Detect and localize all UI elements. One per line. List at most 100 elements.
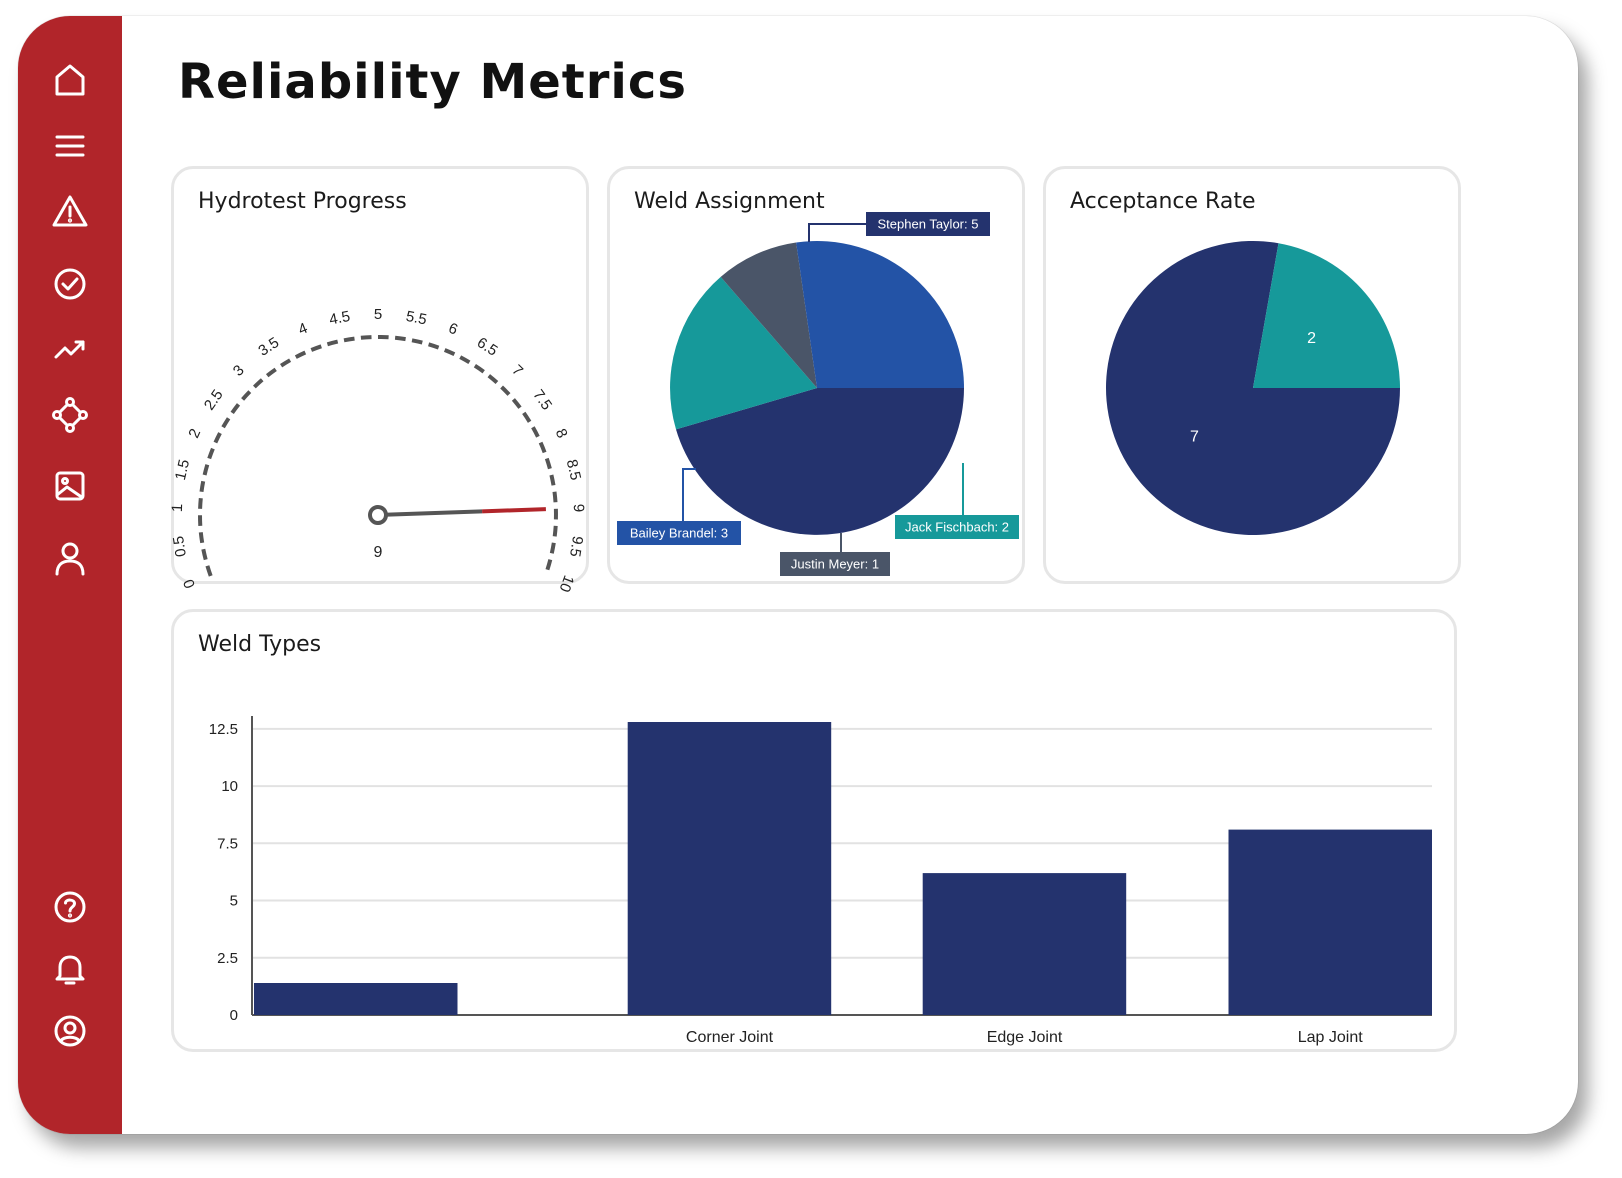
pie-slice-label: Jack Fischbach: 2 <box>905 519 1009 534</box>
gauge-tick-label: 4 <box>296 320 310 339</box>
gauge-arc-segment <box>443 348 456 357</box>
user-icon[interactable] <box>50 538 90 578</box>
callout-line <box>808 223 866 242</box>
network-icon[interactable] <box>50 395 90 435</box>
callout-box <box>895 515 1019 539</box>
callout-box <box>866 212 990 236</box>
gauge-tick-label: 10 <box>556 573 578 594</box>
y-tick-label: 7.5 <box>217 835 238 852</box>
y-tick-label: 2.5 <box>217 950 238 967</box>
callout-line <box>682 468 696 521</box>
bar <box>922 873 1127 1015</box>
gauge-arc-segment <box>201 548 208 561</box>
weld-assignment-title: Weld Assignment <box>634 189 825 214</box>
gauge-arc-segment <box>230 403 241 415</box>
gauge-hub <box>368 505 388 525</box>
pie-slice <box>676 388 964 535</box>
weld-assignment-card: Weld Assignment Stephen Taylor: 5 Jack Fi… <box>607 166 1025 584</box>
weld-assignment-pie: Stephen Taylor: 5 Jack Fischbach: 2 Justin… <box>617 212 1019 576</box>
gauge-tick-label: 4.5 <box>328 308 352 329</box>
bar <box>627 722 832 1015</box>
pie-slice-label: Justin Meyer: 1 <box>791 556 879 571</box>
gauge-tick-label: 3 <box>230 362 248 380</box>
pie-slice <box>670 276 817 430</box>
weld-types-bar-chart: 0 2.5 5 7.5 10 12.5 Corner Joint Edge Joint Lap … <box>209 716 1432 1046</box>
alert-icon[interactable] <box>50 192 90 232</box>
y-tick-label: 12.5 <box>209 721 238 738</box>
gauge-arc-segment <box>294 350 307 359</box>
gauge-arc-segment <box>265 367 277 378</box>
gauge-arc-segment <box>198 532 205 544</box>
gauge-arc-segment <box>522 411 532 423</box>
gauge-tick-label: 3.5 <box>255 334 282 360</box>
gauge-tick-label: 0.5 <box>170 535 190 558</box>
weld-types-title: Weld Types <box>198 632 322 657</box>
hydrotest-gauge: 0 0.5 1 1.5 2 2.53 3.5 4 4.5 5 5.5 6 6.5 77.5 8 8.5 9 9.5… <box>169 306 587 594</box>
gauge-arc-segment <box>538 441 547 454</box>
pie-slice <box>1106 240 1400 535</box>
gauge-value-label: 9 <box>374 544 383 561</box>
gauge-arc-segment <box>199 480 206 493</box>
gauge-arc-segment <box>549 542 556 554</box>
weld-types-card: Weld Types 0 2.5 5 7.5 10 12.5 Corner Joint Edg… <box>171 609 1457 1052</box>
gauge-arc-segment <box>310 344 322 352</box>
account-icon[interactable] <box>50 1011 90 1051</box>
gauge-arc-segment <box>326 339 339 347</box>
gauge-tick-label: 5.5 <box>404 308 428 329</box>
trending-icon[interactable] <box>50 329 90 369</box>
acceptance-rate-pie: 72 <box>1106 240 1400 535</box>
gauge-tick-label: 1.5 <box>172 458 193 482</box>
help-icon[interactable] <box>50 887 90 927</box>
gauge-arc-segment <box>213 432 222 444</box>
gauge-needle-tip <box>482 507 546 514</box>
bell-icon[interactable] <box>50 949 90 989</box>
gauge-arc-segment <box>545 559 553 571</box>
pie-slice-label: 2 <box>1307 330 1316 347</box>
gauge-tick-label: 1 <box>169 504 186 513</box>
gauge-arc-segment <box>207 447 215 460</box>
gauge-arc-segment <box>552 525 558 537</box>
gauge-tick-label: 6.5 <box>474 334 501 360</box>
gauge-arc-segment <box>549 474 556 486</box>
x-tick-label: Edge Joint <box>987 1029 1063 1046</box>
y-tick-label: 0 <box>230 1007 238 1024</box>
callout-box <box>617 521 741 545</box>
gauge-tick-label: 6 <box>446 320 460 339</box>
menu-icon[interactable] <box>50 126 90 166</box>
gauge-arc-segment <box>198 498 203 509</box>
sidebar <box>18 16 122 1134</box>
bar <box>1228 829 1432 1015</box>
gauge-tick-label: 9 <box>570 504 587 513</box>
gauge-tick-label: 7 <box>508 362 526 380</box>
page-title: Reliability Metrics <box>178 54 687 110</box>
gauge-tick-label: 0 <box>180 577 199 591</box>
hydrotest-title: Hydrotest Progress <box>198 189 407 214</box>
gauge-arc-segment <box>394 335 406 342</box>
y-tick-label: 5 <box>230 893 238 910</box>
pie-slice <box>1253 243 1400 388</box>
image-icon[interactable] <box>50 466 90 506</box>
pie-slice <box>796 241 964 388</box>
bar <box>254 983 458 1015</box>
pie-slice-label: Bailey Brandel: 3 <box>630 525 728 540</box>
gauge-tick-label: 5 <box>374 306 382 323</box>
gauge-arc-segment <box>343 336 355 343</box>
gauge-tick-label: 8 <box>552 426 571 441</box>
gauge-arc-segment <box>459 355 471 365</box>
gauge-tick-label: 8.5 <box>563 458 584 482</box>
acceptance-rate-title: Acceptance Rate <box>1070 189 1256 214</box>
gauge-tick-label: 9.5 <box>566 535 586 558</box>
gauge-arc-segment <box>280 358 292 368</box>
check-circle-icon[interactable] <box>50 264 90 304</box>
gauge-arc-segment <box>511 398 522 409</box>
gauge-tick-label: 7.5 <box>529 387 555 414</box>
gauge-arc-segment <box>473 364 485 374</box>
pie-slice-label: 7 <box>1190 428 1199 445</box>
y-tick-label: 10 <box>221 778 238 795</box>
gauge-tick-label: 2.5 <box>201 387 227 414</box>
pie-slice-label: Stephen Taylor: 5 <box>878 216 979 231</box>
gauge-arc-segment <box>411 338 423 345</box>
home-icon[interactable] <box>50 60 90 100</box>
pie-slice <box>720 242 817 388</box>
